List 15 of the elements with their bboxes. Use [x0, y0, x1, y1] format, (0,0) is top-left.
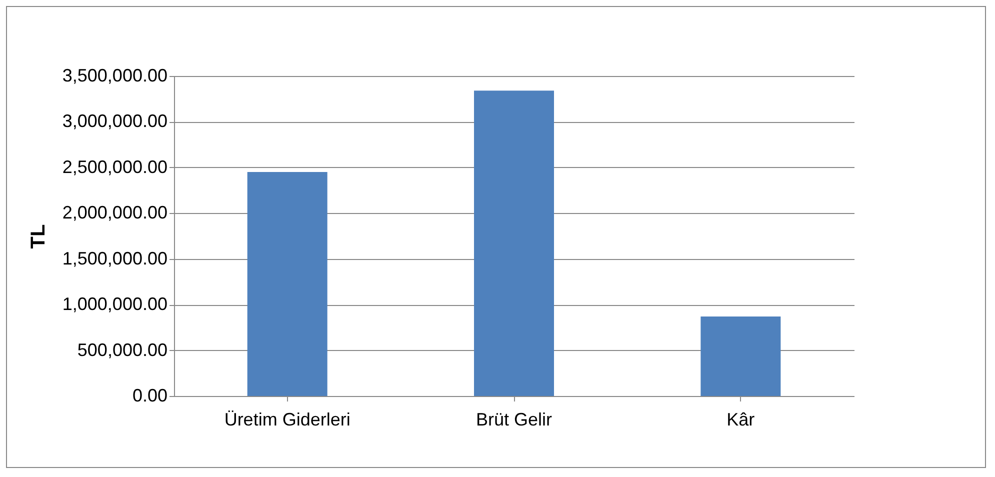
y-tick-label: 2,500,000.00: [62, 156, 168, 177]
y-tick-label: 2,000,000.00: [62, 202, 168, 223]
y-tick-label: 1,000,000.00: [62, 294, 168, 314]
x-tick-label: Brüt Gelir: [476, 410, 552, 430]
y-tick-label: 500,000.00: [77, 340, 168, 360]
x-tick-label: Üretim Giderleri: [224, 410, 350, 430]
y-tick-label: 1,500,000.00: [62, 248, 168, 268]
x-tick-label: Kâr: [726, 410, 755, 430]
y-axis-title: TL: [27, 224, 50, 249]
bar: [247, 172, 328, 396]
y-tick-label: 3,500,000.00: [62, 66, 168, 86]
y-tick-label: 0.00: [132, 386, 168, 406]
bar: [700, 316, 781, 396]
bar: [474, 90, 554, 396]
y-tick-label: 3,000,000.00: [62, 111, 168, 132]
